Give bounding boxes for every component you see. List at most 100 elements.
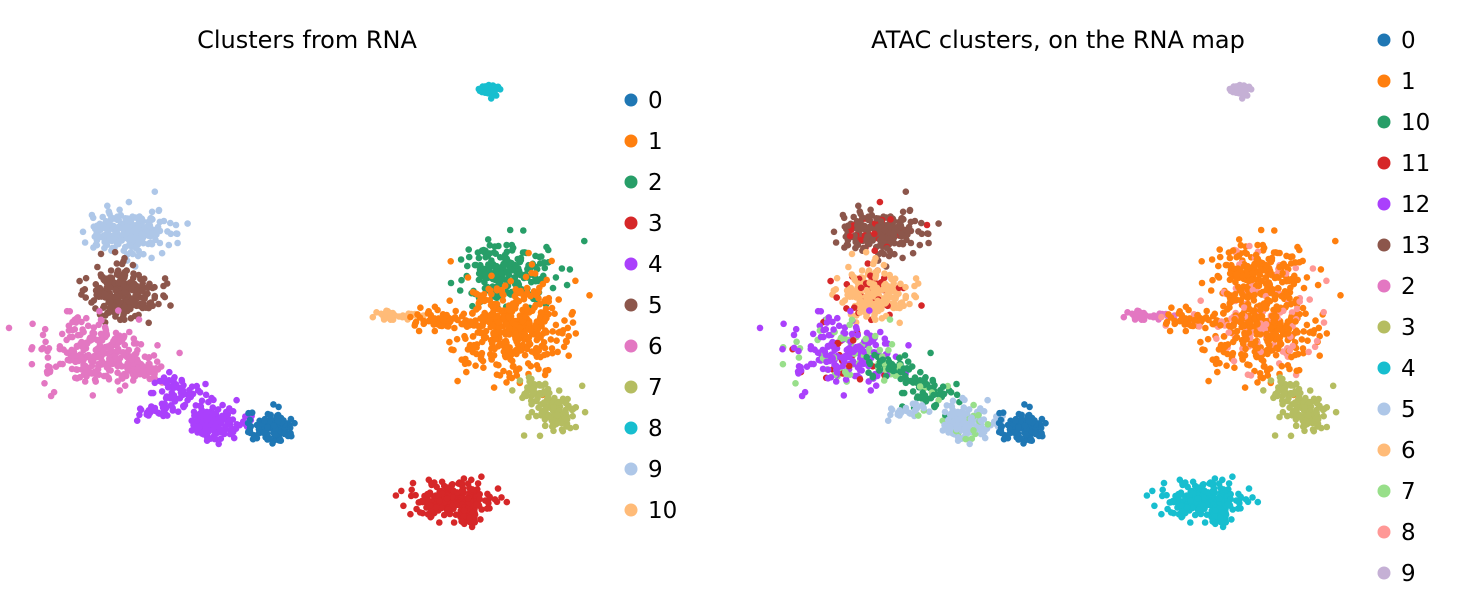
- scatter-point: [409, 479, 417, 487]
- scatter-point: [551, 310, 558, 318]
- scatter-point: [1263, 262, 1271, 269]
- scatter-point: [1170, 498, 1177, 506]
- scatter-point: [1287, 284, 1294, 292]
- scatter-point: [526, 320, 533, 327]
- scatter-point: [274, 418, 282, 425]
- scatter-point: [1211, 310, 1219, 318]
- scatter-point: [911, 292, 918, 299]
- scatter-point: [114, 378, 121, 385]
- scatter-point: [960, 410, 967, 418]
- scatter-point: [491, 331, 499, 338]
- scatter-point: [114, 369, 121, 377]
- scatter-point: [875, 362, 882, 370]
- scatter-point: [904, 358, 912, 366]
- scatter-point: [495, 319, 503, 326]
- scatter-point: [1231, 290, 1239, 298]
- scatter-point: [833, 274, 841, 282]
- scatter-point: [874, 223, 882, 231]
- scatter-point: [246, 416, 254, 424]
- scatter-point: [120, 351, 127, 359]
- scatter-point: [496, 372, 504, 379]
- scatter-point: [1201, 487, 1208, 495]
- scatter-point: [503, 379, 510, 386]
- scatter-point: [833, 294, 840, 301]
- scatter-point: [480, 290, 488, 298]
- scatter-point: [832, 378, 840, 385]
- scatter-point: [113, 292, 120, 300]
- scatter-point: [471, 261, 479, 269]
- scatter-point: [794, 368, 802, 375]
- scatter-point: [165, 241, 173, 249]
- scatter-point: [529, 385, 537, 393]
- scatter-point: [451, 324, 458, 332]
- scatter-point: [779, 360, 787, 368]
- scatter-point: [134, 346, 141, 354]
- scatter-point: [465, 246, 473, 253]
- scatter-point: [76, 277, 83, 285]
- scatter-point: [865, 267, 873, 274]
- scatter-point: [810, 360, 817, 368]
- scatter-point: [872, 254, 879, 262]
- scatter-point: [419, 498, 427, 506]
- scatter-point: [444, 323, 452, 330]
- scatter-point: [1162, 320, 1170, 328]
- scatter-point: [230, 434, 238, 442]
- scatter-point: [136, 405, 144, 413]
- scatter-point: [1292, 422, 1300, 430]
- scatter-point: [140, 250, 147, 258]
- scatter-point: [1291, 399, 1299, 406]
- scatter-point: [869, 260, 877, 268]
- scatter-point: [107, 267, 115, 274]
- scatter-point: [369, 313, 377, 321]
- scatter-point: [1285, 395, 1292, 402]
- scatter-point: [1283, 301, 1290, 309]
- scatter-point: [1233, 83, 1240, 90]
- scatter-point: [129, 250, 137, 258]
- scatter-point: [520, 392, 528, 400]
- legend-label: 12: [1401, 192, 1430, 218]
- scatter-point: [1197, 338, 1204, 346]
- scatter-point: [581, 408, 589, 416]
- scatter-point: [97, 250, 105, 258]
- scatter-point: [542, 367, 549, 375]
- scatter-point: [474, 329, 482, 336]
- scatter-point: [506, 226, 514, 234]
- scatter-point: [1270, 249, 1278, 256]
- scatter-point: [453, 335, 461, 343]
- scatter-point: [417, 304, 424, 312]
- scatter-point: [1021, 401, 1028, 408]
- scatter-point: [844, 222, 852, 229]
- legend-label: 1: [1401, 69, 1416, 95]
- scatter-point: [863, 329, 871, 337]
- scatter-point: [830, 326, 837, 333]
- scatter-point: [962, 435, 969, 443]
- scatter-point: [1304, 337, 1311, 345]
- scatter-point: [792, 380, 799, 387]
- scatter-point: [463, 368, 470, 376]
- scatter-point: [1189, 504, 1196, 512]
- scatter-point: [1320, 308, 1327, 316]
- scatter-point: [843, 370, 850, 378]
- scatter-point: [120, 247, 127, 254]
- scatter-points: [5, 81, 593, 531]
- scatter-point: [260, 429, 268, 436]
- scatter-point: [133, 417, 141, 425]
- legend-label: 11: [1401, 151, 1430, 177]
- scatter-point: [917, 368, 924, 376]
- scatter-point: [885, 252, 893, 260]
- scatter-point: [121, 254, 128, 262]
- scatter-point: [897, 222, 904, 229]
- scatter-point: [879, 356, 886, 364]
- scatter-point: [1257, 306, 1264, 314]
- scatter-point: [190, 408, 198, 416]
- scatter-point: [1257, 266, 1265, 274]
- scatter-point: [851, 347, 858, 354]
- scatter-point: [1299, 304, 1307, 312]
- scatter-point: [264, 436, 271, 443]
- scatter-point: [120, 303, 128, 311]
- scatter-point: [1244, 262, 1251, 270]
- scatter-point: [124, 362, 131, 370]
- scatter-point: [1277, 320, 1284, 327]
- scatter-point: [105, 361, 112, 369]
- scatter-point: [846, 321, 853, 329]
